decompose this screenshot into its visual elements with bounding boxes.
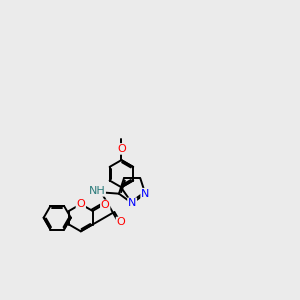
Text: O: O <box>117 144 126 154</box>
Text: N: N <box>141 189 149 199</box>
Text: N: N <box>128 198 136 208</box>
Text: O: O <box>101 200 110 210</box>
Text: O: O <box>117 218 125 227</box>
Text: NH: NH <box>88 186 105 196</box>
Text: O: O <box>76 199 85 209</box>
